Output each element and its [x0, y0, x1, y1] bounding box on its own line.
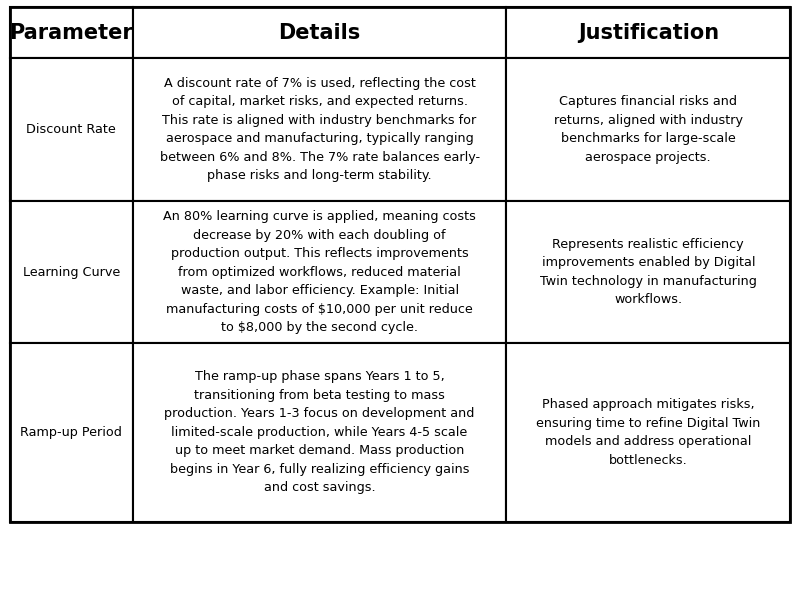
Bar: [10, 7, 133, 58]
Text: Parameter: Parameter: [10, 22, 133, 42]
Text: The ramp-up phase spans Years 1 to 5,
transitioning from beta testing to mass
pr: The ramp-up phase spans Years 1 to 5, tr…: [164, 370, 474, 495]
Text: Justification: Justification: [578, 22, 719, 42]
Text: Discount Rate: Discount Rate: [26, 123, 116, 136]
Bar: [133, 343, 506, 522]
Text: A discount rate of 7% is used, reflecting the cost
of capital, market risks, and: A discount rate of 7% is used, reflectin…: [159, 77, 480, 182]
Bar: [133, 201, 506, 343]
Text: Ramp-up Period: Ramp-up Period: [20, 426, 122, 439]
Text: Represents realistic efficiency
improvements enabled by Digital
Twin technology : Represents realistic efficiency improvem…: [540, 238, 757, 306]
Bar: [506, 58, 790, 201]
Bar: [10, 201, 133, 343]
Text: Learning Curve: Learning Curve: [22, 266, 120, 279]
Bar: [10, 7, 790, 522]
Bar: [506, 343, 790, 522]
Bar: [133, 7, 506, 58]
Bar: [506, 7, 790, 58]
Bar: [10, 343, 133, 522]
Bar: [133, 58, 506, 201]
Bar: [506, 201, 790, 343]
Bar: [10, 58, 133, 201]
Text: Captures financial risks and
returns, aligned with industry
benchmarks for large: Captures financial risks and returns, al…: [554, 95, 742, 164]
Text: Phased approach mitigates risks,
ensuring time to refine Digital Twin
models and: Phased approach mitigates risks, ensurin…: [536, 398, 761, 466]
Text: Details: Details: [278, 22, 361, 42]
Text: An 80% learning curve is applied, meaning costs
decrease by 20% with each doubli: An 80% learning curve is applied, meanin…: [163, 210, 476, 334]
